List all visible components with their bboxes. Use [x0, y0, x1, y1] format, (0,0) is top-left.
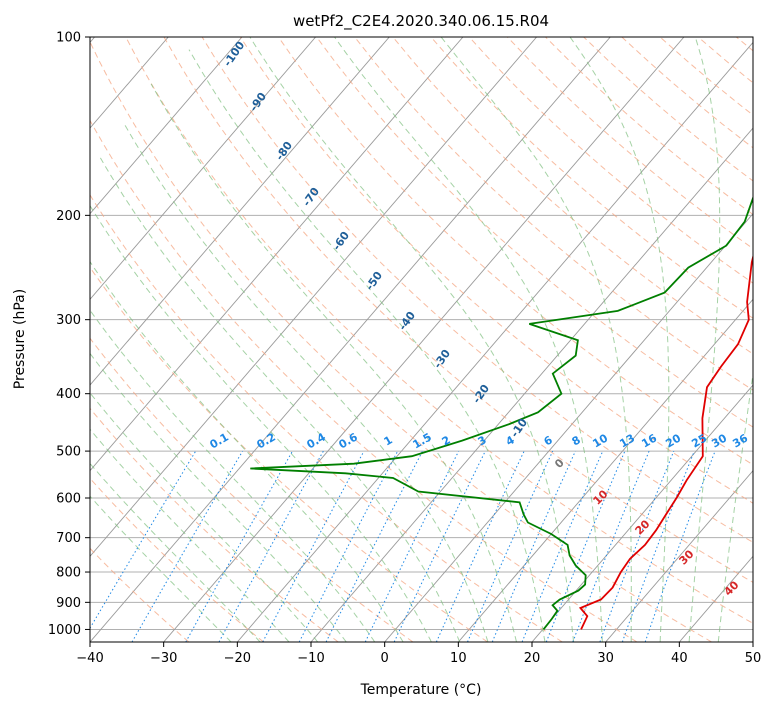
y-tick-label: 100: [56, 31, 81, 46]
mixing-ratio-line: [599, 450, 675, 642]
dry-adiabat-line: [90, 40, 712, 642]
moist-adiabat-line: [90, 495, 232, 642]
y-tick-label: 600: [56, 492, 81, 507]
x-tick-label: 0: [381, 651, 389, 666]
moist-adiabat-line: [688, 37, 721, 642]
dewpoint-profile: [250, 195, 753, 630]
moist-adiabat-line: [249, 37, 575, 642]
isotherm-line: [90, 37, 537, 558]
y-axis-ticks: 100 200 300 400 500 600 700 800 900 1000: [48, 31, 90, 638]
dry-adiabat-line: [90, 547, 190, 642]
x-tick-label: 20: [524, 651, 541, 666]
isotherm-line: [90, 37, 243, 215]
x-tick-label: −30: [150, 651, 177, 666]
isobar-grid: [90, 37, 753, 630]
moist-adiabat-line: [90, 352, 347, 642]
x-axis-label: Temperature (°C): [360, 682, 482, 698]
mixing-ratio-line: [644, 450, 716, 642]
sounding-profiles: [250, 195, 753, 630]
isotherm-line: [90, 37, 390, 386]
dry-adiabat-line: [125, 37, 753, 624]
mixing-ratio-line: [491, 450, 576, 642]
isotherm-line: [163, 37, 685, 642]
x-tick-label: −10: [297, 651, 324, 666]
isotherm-line: [90, 37, 464, 472]
isotherm-line: [384, 213, 753, 642]
dry-adiabat-line: [430, 37, 753, 319]
moist-adiabat-line: [90, 392, 319, 642]
x-tick-label: −40: [76, 651, 103, 666]
isotherm-line: [605, 469, 753, 642]
moist-adiabat-line: [90, 204, 432, 642]
isotherm-line: [531, 384, 753, 642]
mixing-ratio-line: [364, 450, 460, 642]
moist-adiabat-line: [440, 37, 632, 642]
dry-adiabat-line: [90, 266, 488, 642]
mixing-ratio-lines: [90, 450, 716, 642]
dry-adiabat-line: [316, 37, 753, 428]
mixing-ratio-line: [262, 450, 365, 642]
mixing-ratio-line: [572, 450, 650, 642]
x-tick-label: 10: [450, 651, 467, 666]
dry-adiabat-line: [90, 407, 339, 642]
moist-adiabat-line: [90, 260, 404, 642]
plot-frame: [89, 36, 754, 643]
mixing-ratio-line: [545, 450, 626, 642]
moist-adiabat-line: [569, 37, 670, 642]
dry-adiabat-line: [163, 37, 753, 583]
dry-adiabat-line: [90, 477, 264, 642]
y-tick-label: 700: [56, 531, 81, 546]
dry-adiabat-line: [392, 37, 753, 355]
y-tick-label: 400: [56, 387, 81, 402]
isotherm-grid: [90, 37, 753, 642]
dry-adiabat-line: [90, 337, 414, 642]
moist-adiabats: [90, 37, 753, 642]
moist-adiabat-line: [90, 462, 261, 642]
x-tick-label: 30: [597, 651, 614, 666]
temperature-profile: [578, 253, 753, 630]
moist-adiabat-line: [717, 370, 753, 642]
mixing-ratio-line: [185, 450, 293, 642]
moist-adiabat-line: [123, 123, 489, 642]
isotherm-line: [310, 127, 753, 642]
x-tick-label: 40: [671, 651, 688, 666]
dry-adiabat-line: [90, 194, 563, 642]
x-tick-label: 50: [745, 651, 762, 666]
x-tick-label: −20: [224, 651, 251, 666]
mixing-ratio-line: [521, 450, 604, 642]
y-tick-label: 300: [56, 313, 81, 328]
y-tick-label: 1000: [48, 623, 81, 638]
y-tick-label: 200: [56, 209, 81, 224]
y-axis-label: Pressure (hPa): [12, 289, 28, 389]
moist-adiabat-line: [188, 49, 546, 642]
dry-adiabat-line: [239, 37, 753, 504]
y-tick-label: 500: [56, 445, 81, 460]
isotherm-line: [90, 37, 611, 642]
isotherm-line: [457, 298, 753, 642]
mixing-ratio-line: [325, 450, 423, 642]
dry-adiabat-line: [201, 37, 753, 543]
moist-adiabat-line: [90, 309, 376, 642]
mixing-ratio-line: [218, 450, 324, 642]
mixing-ratio-line: [467, 450, 554, 642]
y-tick-label: 800: [56, 566, 81, 581]
x-axis-ticks: −40 −30 −20 −10 0 10 20 30 40 50: [76, 642, 761, 666]
moist-adiabat-line: [150, 83, 517, 642]
mixing-ratio-line: [621, 450, 695, 642]
isotherm-line: [236, 41, 753, 642]
chart-title: wetPf2_C2E4.2020.340.06.15.R04: [293, 12, 549, 31]
moist-adiabat-line: [99, 157, 461, 642]
dry-adiabat-line: [354, 37, 753, 391]
isotherm-line: [90, 37, 316, 301]
y-tick-label: 900: [56, 596, 81, 611]
